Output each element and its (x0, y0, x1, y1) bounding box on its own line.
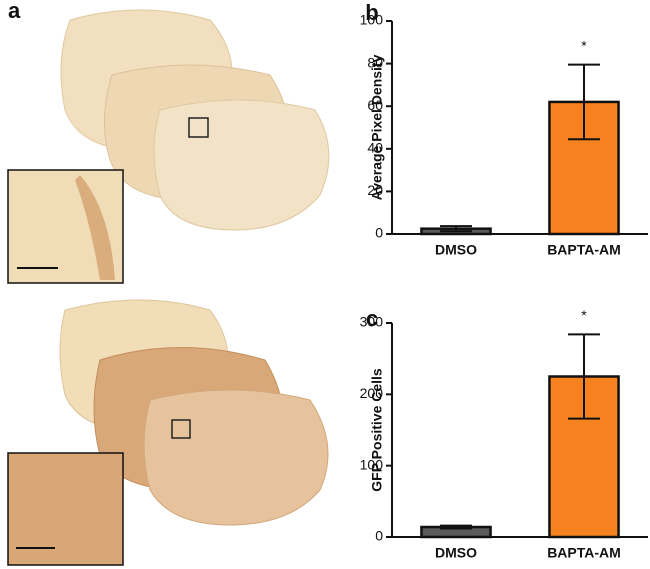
y-tick-label: 100 (360, 456, 384, 472)
panel-label: c (366, 306, 378, 331)
bar (548, 100, 620, 236)
x-tick-label: BAPTA-AM (547, 545, 621, 561)
significance-marker: * (581, 37, 587, 53)
y-tick-label: 80 (367, 54, 383, 70)
panel-a-images: a (7, 0, 330, 566)
brain-slice (153, 99, 330, 231)
axes (391, 21, 648, 235)
panel-label: b (365, 0, 378, 25)
y-tick-label: 60 (367, 97, 383, 113)
y-tick-label: 0 (375, 225, 383, 241)
y-axis-label: GFP Positive Cells (369, 368, 385, 492)
inset (7, 452, 124, 566)
error-bar (568, 63, 600, 141)
inset-stain (75, 175, 115, 280)
roi-box (171, 419, 191, 439)
y-tick-label: 100 (360, 12, 384, 28)
x-tick-label: DMSO (435, 545, 477, 561)
significance-marker: * (581, 307, 587, 323)
error-bar (440, 524, 472, 530)
error-bar (568, 333, 600, 420)
y-tick-label: 40 (367, 140, 383, 156)
y-tick-label: 200 (360, 385, 384, 401)
y-tick-label: 0 (375, 528, 383, 544)
axes (391, 323, 648, 538)
roi-box (188, 117, 209, 138)
x-tick-label: DMSO (435, 242, 477, 258)
error-bar (440, 225, 472, 233)
y-axis-label: Average Pixel Density (369, 54, 385, 200)
panel-label: a (8, 0, 21, 23)
x-tick-label: BAPTA-AM (547, 242, 621, 258)
y-tick-label: 300 (360, 314, 384, 330)
y-tick-label: 20 (367, 182, 383, 198)
brain-slice (143, 389, 329, 526)
